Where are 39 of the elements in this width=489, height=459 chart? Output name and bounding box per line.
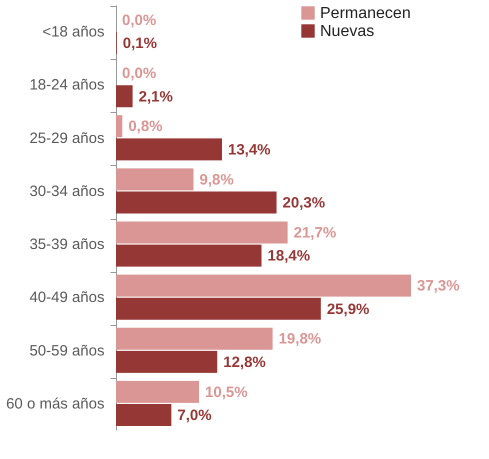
bar bbox=[116, 350, 218, 373]
y-tick-label: 60 o más años bbox=[6, 395, 104, 412]
y-tick-label: 50-59 años bbox=[29, 342, 104, 360]
data-label: 19,8% bbox=[278, 330, 322, 348]
data-label: 20,3% bbox=[282, 194, 326, 212]
data-label: 0,8% bbox=[128, 118, 163, 136]
data-label: 0,1% bbox=[122, 35, 157, 52]
data-label: 37,3% bbox=[417, 278, 460, 295]
bar bbox=[116, 85, 133, 108]
data-label: 21,7% bbox=[294, 224, 336, 242]
data-label: 25,9% bbox=[326, 300, 370, 318]
data-label: 9,8% bbox=[200, 171, 234, 188]
bar bbox=[116, 380, 200, 403]
bar bbox=[116, 115, 122, 138]
bar bbox=[116, 244, 262, 267]
y-tick-label: <18 años bbox=[42, 24, 104, 41]
bar bbox=[116, 168, 194, 190]
y-tick-label: 35-39 años bbox=[29, 236, 104, 254]
data-label: 13,4% bbox=[228, 141, 271, 158]
bar bbox=[116, 404, 172, 426]
bar bbox=[116, 192, 277, 214]
data-label: 10,5% bbox=[205, 384, 248, 401]
data-label: 0,0% bbox=[122, 12, 156, 29]
legend-label: Nuevas bbox=[320, 23, 374, 40]
data-label: 12,8% bbox=[223, 354, 266, 371]
bar bbox=[116, 138, 222, 160]
data-label: 18,4% bbox=[268, 248, 310, 265]
y-tick-label: 25-29 años bbox=[29, 130, 104, 147]
bar bbox=[116, 274, 411, 297]
legend-label: Permanecen bbox=[320, 5, 411, 22]
bar bbox=[116, 298, 321, 320]
y-tick-label: 18-24 años bbox=[29, 76, 104, 94]
y-tick-label: 30-34 años bbox=[29, 182, 104, 200]
data-label: 0,0% bbox=[122, 65, 156, 82]
bar bbox=[116, 328, 273, 350]
y-tick-label: 40-49 años bbox=[29, 289, 104, 306]
data-label: 7,0% bbox=[177, 407, 212, 424]
data-label: 2,1% bbox=[138, 88, 173, 106]
bar bbox=[116, 221, 288, 244]
